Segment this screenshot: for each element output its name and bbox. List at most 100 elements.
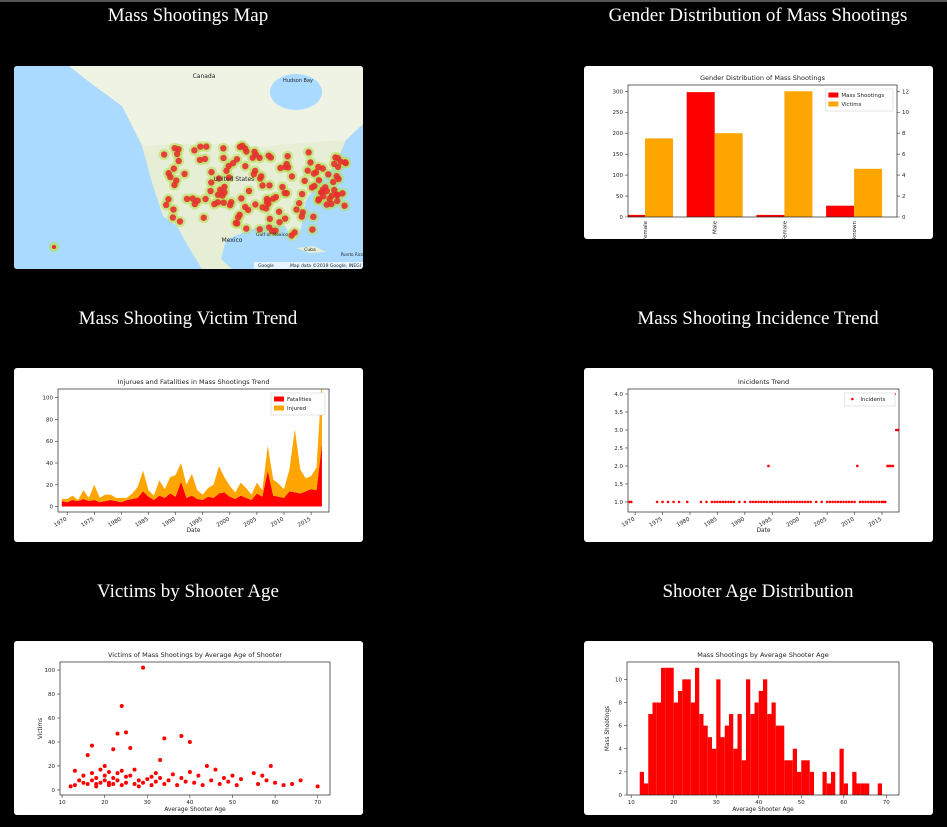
point (72, 768, 77, 773)
heat-spot (281, 215, 289, 222)
bar (665, 667, 670, 795)
heat-spot (339, 190, 346, 197)
y-tick-label: 100 (613, 173, 624, 179)
x-tick-label: 1995 (189, 516, 205, 528)
heat-spot (291, 229, 298, 236)
x-axis-label: Average Shooter Age (164, 807, 226, 813)
heat-spot (342, 159, 349, 166)
point (784, 500, 788, 504)
point (200, 783, 205, 788)
heat-spot (281, 189, 288, 197)
heat-spot (238, 195, 245, 202)
x-tick-label: 2005 (243, 516, 259, 528)
heat-spot (295, 199, 303, 207)
y-tick-label: 150 (613, 152, 624, 158)
panel-title: Mass Shooting Incidence Trend (637, 308, 879, 329)
bar (792, 748, 797, 795)
bar (797, 771, 802, 795)
heat-spot (341, 202, 348, 209)
panel-title: Gender Distribution of Mass Shootings (608, 5, 908, 26)
heat-spot (312, 169, 320, 176)
point (256, 781, 261, 786)
top-border (0, 0, 947, 2)
point (858, 500, 862, 504)
bar (750, 714, 755, 795)
heat-spot (170, 165, 178, 172)
heat-spot (293, 206, 300, 213)
heat-spot (243, 225, 250, 232)
heat-spot (211, 200, 218, 208)
point (889, 464, 893, 468)
chart-title: Injurues and Fatalities in Mass Shooting… (117, 378, 269, 386)
y-tick-label: 8 (619, 700, 623, 706)
bar (854, 168, 883, 217)
legend-label: Injured (287, 406, 306, 412)
heat-spot (223, 167, 230, 175)
chart: Mass Shootings by Average Shooter Age 0 2 4… (605, 651, 900, 813)
y-tick-label: 0 (902, 215, 906, 221)
x-tick-label: 10 (628, 800, 635, 806)
heat-spot (215, 175, 223, 182)
bar (856, 783, 861, 795)
heat-spot (331, 186, 338, 194)
map-brand: Google (258, 263, 274, 269)
point (743, 500, 747, 504)
point (779, 500, 782, 504)
point (145, 777, 150, 782)
y-tick-label: 80 (48, 692, 55, 698)
bar (714, 133, 743, 217)
point (814, 500, 818, 504)
heat-spot (242, 162, 249, 170)
point (111, 775, 116, 780)
point (89, 771, 94, 776)
bar (843, 783, 848, 795)
y-tick-label: 2 (619, 770, 623, 776)
heat-spot (279, 183, 286, 191)
x-tick-label: 70 (314, 800, 321, 806)
heat-spot (220, 154, 227, 162)
bar (720, 737, 725, 795)
heat-spot (277, 164, 284, 172)
bar (822, 771, 827, 795)
heat-spot (220, 145, 227, 152)
legend-label: Fatalities (287, 397, 312, 403)
bar (652, 702, 657, 795)
point (81, 773, 86, 778)
heat-spot (304, 167, 311, 174)
point (809, 500, 812, 504)
point (273, 780, 278, 785)
point (298, 778, 303, 783)
y-tick-label: 1.5 (614, 482, 623, 488)
point (89, 778, 94, 783)
point (315, 784, 320, 789)
point (727, 500, 730, 504)
point (776, 500, 780, 504)
legend-box (270, 392, 326, 416)
point (166, 778, 171, 783)
heat-spot (319, 165, 327, 172)
x-axis-label: Date (757, 528, 771, 534)
x-tick-label: 1995 (758, 516, 774, 528)
x-tick-label: 2000 (216, 516, 232, 528)
x-tick-label: 1975 (80, 516, 96, 528)
plot-frame (57, 388, 330, 513)
heat-spot (241, 145, 249, 152)
chart-title: Victims of Mass Shootings by Average Age… (108, 651, 282, 659)
point (290, 781, 295, 786)
point (106, 769, 111, 774)
map-label: Cuba (304, 247, 316, 253)
point (760, 500, 763, 504)
point (106, 780, 111, 785)
plot-area (68, 665, 320, 789)
point (729, 500, 733, 504)
plot-area (639, 667, 882, 795)
x-tick-label: 1980 (676, 516, 692, 528)
x-tick-label: 1970 (53, 516, 69, 528)
heat-spot (162, 201, 170, 209)
point (94, 784, 99, 789)
heat-spot (299, 209, 306, 216)
heat-spot (233, 156, 241, 163)
x-tick-label: 2005 (813, 516, 829, 528)
bar (656, 702, 661, 795)
chart-card: Victims of Mass Shootings by Average Age… (14, 641, 363, 815)
